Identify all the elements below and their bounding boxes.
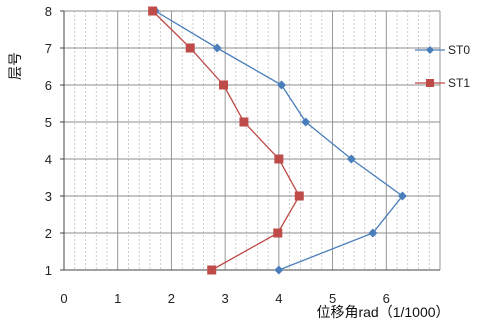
data-point-st0 bbox=[346, 154, 356, 164]
data-point-st1 bbox=[219, 80, 229, 90]
x-axis-title: 位移角rad（1/1000） bbox=[316, 304, 449, 320]
grid bbox=[63, 10, 441, 271]
data-point-st0 bbox=[301, 117, 311, 127]
legend: ST0 ST1 bbox=[415, 43, 470, 90]
legend-label-st1: ST1 bbox=[448, 76, 470, 90]
x-tick-label: 2 bbox=[168, 291, 175, 306]
y-tick-label: 1 bbox=[45, 263, 52, 278]
data-point-st1 bbox=[207, 265, 217, 275]
data-point-st0 bbox=[212, 43, 222, 53]
series-line-st0 bbox=[154, 10, 404, 271]
x-tick-label: 0 bbox=[60, 291, 67, 306]
y-tick-label: 4 bbox=[45, 152, 52, 167]
series-line-st1 bbox=[152, 10, 301, 271]
legend-marker-st1 bbox=[426, 79, 434, 87]
x-tick-label: 6 bbox=[383, 291, 390, 306]
y-tick-label: 5 bbox=[45, 115, 52, 130]
y-tick-label: 2 bbox=[45, 226, 52, 241]
x-tick-label: 3 bbox=[222, 291, 229, 306]
data-point-st0 bbox=[277, 80, 287, 90]
axes bbox=[60, 10, 440, 271]
data-point-st1 bbox=[239, 117, 249, 127]
y-tick-label: 6 bbox=[45, 78, 52, 93]
data-point-st1 bbox=[185, 43, 195, 53]
data-point-st1 bbox=[273, 228, 283, 238]
y-tick-label: 8 bbox=[45, 4, 52, 19]
x-tick-label: 1 bbox=[114, 291, 121, 306]
data-point-st1 bbox=[274, 154, 284, 164]
legend-marker-st0 bbox=[426, 46, 434, 54]
data-point-st1 bbox=[148, 6, 158, 16]
data-point-st1 bbox=[294, 191, 304, 201]
y-tick-label: 7 bbox=[45, 41, 52, 56]
x-tick-label: 5 bbox=[329, 291, 336, 306]
data-point-st0 bbox=[397, 191, 407, 201]
legend-label-st0: ST0 bbox=[448, 43, 470, 57]
series-layer bbox=[148, 6, 407, 275]
y-tick-label: 3 bbox=[45, 189, 52, 204]
y-axis-title: 层号 bbox=[7, 52, 23, 80]
x-tick-label: 4 bbox=[275, 291, 282, 306]
data-point-st0 bbox=[368, 228, 378, 238]
data-point-st0 bbox=[274, 265, 284, 275]
